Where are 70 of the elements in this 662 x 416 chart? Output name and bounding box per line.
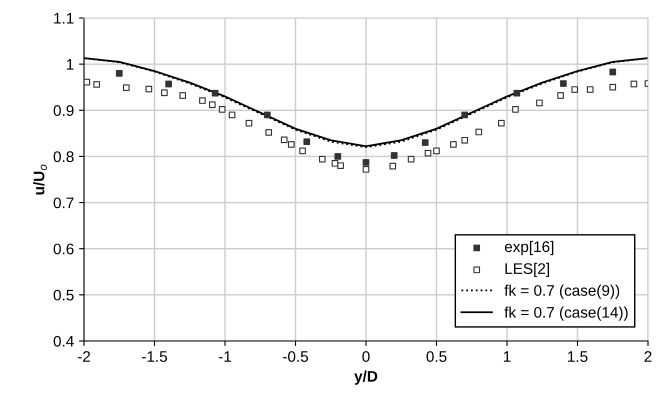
y-tick-label: 0.7 (54, 197, 74, 208)
y-tick-label: 1 (66, 59, 74, 70)
point (122, 84, 130, 92)
point (303, 138, 310, 145)
legend-label: fk = 0.7 (case(14)) (504, 306, 628, 321)
point (280, 136, 288, 144)
point (498, 120, 505, 127)
point (609, 68, 616, 76)
y-tick-label: 0.9 (54, 105, 74, 116)
point (299, 148, 306, 154)
point (408, 156, 414, 163)
point (571, 86, 578, 93)
x-tick-label: 0 (362, 351, 370, 362)
point (433, 148, 440, 154)
y-tick-label: 0.8 (54, 151, 74, 162)
legend-label: exp[16] (504, 240, 554, 256)
point (514, 90, 520, 97)
point (362, 166, 370, 173)
point (609, 84, 616, 91)
point (208, 101, 216, 108)
legend-label: fk = 0.7 (case(9)) (504, 284, 620, 299)
point (332, 160, 338, 167)
point (93, 81, 100, 88)
y-tick-label: 0.5 (54, 290, 74, 301)
point (389, 162, 396, 170)
x-tick-label: -2 (78, 351, 90, 362)
point (586, 86, 594, 93)
x-tick-label: -1 (218, 351, 232, 362)
point (228, 112, 236, 118)
point (165, 80, 172, 88)
point (536, 100, 543, 106)
point (424, 150, 432, 157)
x-tick-label: 1 (504, 351, 511, 362)
legend-label: LES[2] (505, 262, 549, 278)
point (390, 152, 398, 159)
x-tick-label: 1.5 (568, 351, 588, 362)
point (630, 80, 638, 88)
point (461, 112, 468, 118)
x-tick-label: 2 (644, 351, 652, 362)
point (161, 89, 168, 96)
point (422, 139, 429, 146)
y-tick-label: 1.1 (54, 13, 74, 24)
y-tick-label: 0.4 (54, 336, 74, 347)
point (288, 141, 295, 148)
point (265, 129, 272, 136)
x-tick-label: 0.5 (426, 351, 446, 362)
point (246, 120, 252, 127)
point (450, 141, 457, 148)
point (84, 78, 90, 86)
point (116, 70, 123, 77)
point (146, 86, 152, 92)
point (362, 159, 370, 166)
point (557, 92, 564, 99)
x-tick-label: -0.5 (283, 351, 308, 362)
point (334, 153, 342, 160)
point (560, 80, 567, 87)
x-tick-label: -1.5 (142, 351, 168, 362)
point (475, 128, 482, 136)
y-axis-title: u/U$_{o}$ (33, 164, 47, 194)
y-tick-label: 0.6 (54, 244, 74, 254)
x-axis-title: y/D (354, 370, 378, 385)
point (218, 106, 226, 113)
point (318, 156, 326, 163)
point (264, 112, 271, 118)
point (212, 90, 218, 97)
point (199, 97, 206, 104)
point (337, 162, 344, 169)
point (512, 106, 519, 113)
point (461, 136, 468, 144)
point (179, 92, 186, 99)
